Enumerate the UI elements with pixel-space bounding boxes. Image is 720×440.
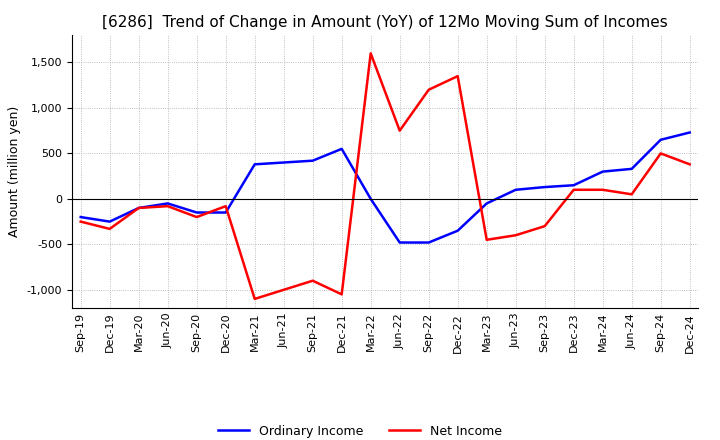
Net Income [541, 224, 549, 229]
Y-axis label: Amount (million yen): Amount (million yen) [8, 106, 21, 237]
Net Income [105, 226, 114, 231]
Ordinary Income [251, 161, 259, 167]
Net Income [366, 51, 375, 56]
Ordinary Income [76, 214, 85, 220]
Net Income [308, 278, 317, 283]
Net Income [627, 192, 636, 197]
Net Income [685, 161, 694, 167]
Ordinary Income [395, 240, 404, 245]
Ordinary Income [570, 183, 578, 188]
Net Income [76, 219, 85, 224]
Net Income [251, 296, 259, 301]
Ordinary Income [685, 130, 694, 135]
Net Income [424, 87, 433, 92]
Net Income [657, 151, 665, 156]
Ordinary Income [454, 228, 462, 233]
Net Income [279, 287, 288, 293]
Net Income [163, 204, 172, 209]
Ordinary Income [511, 187, 520, 192]
Ordinary Income [192, 210, 201, 215]
Ordinary Income [308, 158, 317, 163]
Ordinary Income [424, 240, 433, 245]
Net Income [511, 233, 520, 238]
Ordinary Income [338, 146, 346, 151]
Title: [6286]  Trend of Change in Amount (YoY) of 12Mo Moving Sum of Incomes: [6286] Trend of Change in Amount (YoY) o… [102, 15, 668, 30]
Ordinary Income [366, 196, 375, 202]
Net Income [570, 187, 578, 192]
Line: Net Income: Net Income [81, 53, 690, 299]
Ordinary Income [221, 210, 230, 215]
Line: Ordinary Income: Ordinary Income [81, 132, 690, 242]
Ordinary Income [105, 219, 114, 224]
Net Income [395, 128, 404, 133]
Net Income [135, 205, 143, 211]
Ordinary Income [279, 160, 288, 165]
Ordinary Income [482, 201, 491, 206]
Ordinary Income [657, 137, 665, 143]
Ordinary Income [163, 201, 172, 206]
Ordinary Income [598, 169, 607, 174]
Net Income [482, 237, 491, 242]
Net Income [192, 214, 201, 220]
Net Income [338, 292, 346, 297]
Net Income [221, 204, 230, 209]
Ordinary Income [541, 184, 549, 190]
Legend: Ordinary Income, Net Income: Ordinary Income, Net Income [213, 420, 507, 440]
Net Income [598, 187, 607, 192]
Ordinary Income [627, 166, 636, 172]
Net Income [454, 73, 462, 79]
Ordinary Income [135, 205, 143, 211]
